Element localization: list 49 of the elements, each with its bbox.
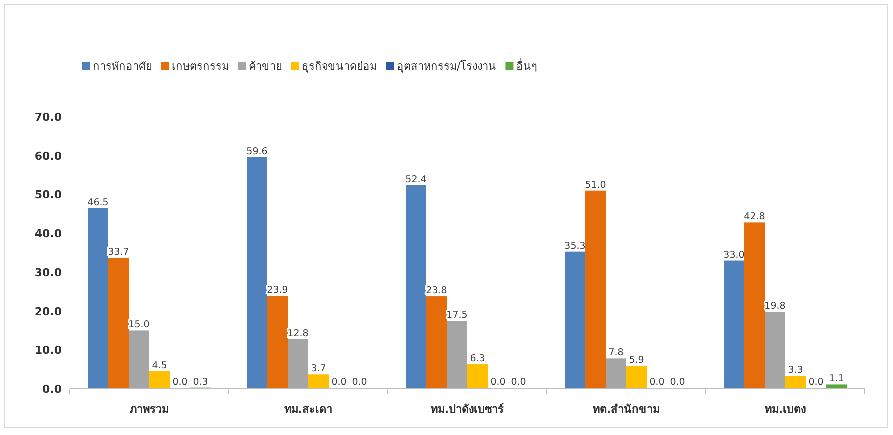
data-label: 23.9 [267, 285, 288, 296]
data-label: 7.8 [608, 348, 624, 359]
y-tick-label: 0.0 [42, 383, 62, 396]
x-tick-label: ภาพรวม [130, 403, 169, 416]
x-tick-label: ทม.เบตง [764, 403, 806, 416]
y-tick-label: 40.0 [34, 228, 62, 241]
legend-label: ธุรกิจขนาดย่อม [302, 60, 377, 73]
data-label: 1.1 [829, 374, 844, 385]
y-tick-label: 10.0 [34, 344, 62, 358]
data-label: 46.5 [88, 197, 109, 208]
data-label: 0.0 [172, 377, 188, 388]
data-label: 17.5 [446, 310, 468, 321]
x-tick-label: ทต.สำนักขาม [592, 403, 660, 416]
legend-label: เกษตรกรรม [172, 60, 229, 73]
data-label: 3.7 [311, 364, 326, 375]
legend-label: อื่นๆ [516, 58, 538, 73]
data-label: 19.8 [764, 301, 786, 312]
y-tick-label: 30.0 [34, 266, 62, 280]
data-label: 0.0 [511, 377, 526, 388]
data-label: 0.0 [808, 377, 824, 388]
data-label: 35.3 [564, 240, 586, 252]
y-tick-label: 20.0 [34, 305, 62, 318]
data-label: 0.0 [332, 377, 347, 388]
data-label: 0.0 [650, 377, 665, 388]
data-label: 42.8 [744, 212, 766, 223]
data-label: 0.3 [193, 376, 208, 388]
x-tick-label: ทม.สะเดา [284, 403, 333, 416]
data-label: 3.3 [788, 365, 804, 376]
y-tick-label: 50.0 [34, 188, 62, 202]
data-label: 52.4 [406, 174, 427, 186]
data-label: 33.7 [108, 247, 130, 258]
data-label: 4.5 [152, 360, 168, 372]
data-label: 51.0 [585, 180, 606, 191]
data-label: 6.3 [470, 354, 486, 365]
data-label: 23.8 [426, 286, 448, 297]
data-label: 0.0 [670, 377, 686, 388]
y-tick-label: 70.0 [34, 111, 62, 124]
legend-label: การพักอาศัย [93, 60, 152, 73]
y-tick-label: 60.0 [34, 150, 62, 163]
data-label: 59.6 [246, 146, 268, 158]
data-label: 15.0 [128, 320, 150, 331]
data-label: 0.0 [352, 377, 368, 388]
data-label: 0.0 [490, 377, 506, 388]
data-label: 12.8 [288, 328, 309, 340]
x-tick-label: ทม.ปาดังเบซาร์ [430, 403, 504, 416]
data-label: 33.0 [724, 250, 745, 261]
data-label: 5.9 [629, 355, 644, 366]
legend-label: อุตสาหกรรม/โรงงาน [397, 59, 497, 73]
legend-label: ค้าขาย [249, 60, 282, 73]
